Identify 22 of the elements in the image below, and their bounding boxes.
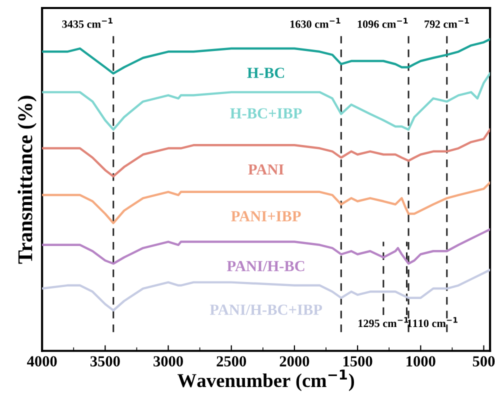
ref-line-label: 1096 cm$^{−1}$ (358, 18, 408, 28)
y-axis-title: Transmittance (%) (18, 96, 37, 264)
x-tick-label: 3000 (154, 356, 183, 366)
series-label: PANI/H-BC (226, 260, 304, 272)
series-label: PANI/H-BC+IBP (210, 304, 322, 315)
series-label: H-BC+IBP (230, 108, 302, 119)
x-tick-label: 500 (472, 356, 495, 366)
series-label: H-BC (247, 68, 284, 78)
x-tick-label: 3500 (90, 356, 120, 366)
series-label: PANI+IBP (231, 211, 301, 222)
ref-line-label: 3435 cm$^{−1}$ (62, 18, 113, 28)
x-tick-label: 2500 (216, 356, 246, 366)
x-tick-label: 1500 (343, 356, 372, 366)
ref-line-label: 1630 cm$^{−1}$ (290, 18, 340, 28)
ref-line-label: 1110 cm$^{−1}$ (408, 317, 458, 328)
x-tick-label: 4000 (27, 356, 57, 366)
series-label: PANI (248, 164, 284, 174)
ref-line-label: 1295 cm$^{−1}$ (358, 317, 408, 328)
x-tick-label: 2000 (280, 356, 310, 366)
ref-line-label: 792 cm$^{−1}$ (424, 18, 469, 28)
x-tick-label: 1000 (406, 356, 436, 366)
x-axis-title: Wavenumber (cm$^{−1}$) (177, 370, 354, 392)
